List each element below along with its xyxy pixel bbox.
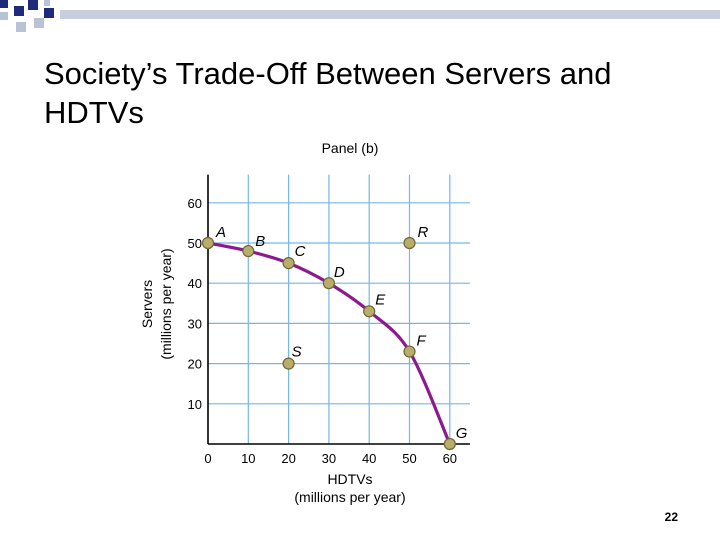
- point-label-g: G: [456, 425, 468, 442]
- grid-layer: [208, 174, 470, 444]
- slide-title: Society’s Trade-Off Between Servers and …: [44, 56, 612, 130]
- x-axis-sublabel: (millions per year): [294, 489, 405, 505]
- point-c: [282, 257, 295, 270]
- decor-square: [28, 0, 38, 10]
- point-f: [403, 345, 416, 358]
- labels-layer: Panel (b)HDTVs(millions per year)Servers…: [139, 140, 468, 505]
- point-label-f: F: [417, 333, 427, 350]
- point-b: [242, 244, 255, 258]
- decor-square: [14, 6, 24, 16]
- point-label-d: D: [334, 264, 345, 281]
- point-label-r: R: [418, 224, 429, 241]
- x-tick-label: 0: [204, 451, 211, 466]
- x-tick-label: 10: [241, 451, 255, 466]
- point-s: [282, 357, 295, 370]
- decor-square: [44, 0, 50, 6]
- x-tick-label: 40: [362, 451, 376, 466]
- decor-square: [44, 8, 54, 18]
- corner-decoration: [0, 0, 720, 32]
- chart-title: Panel (b): [322, 140, 379, 156]
- x-tick-label: 30: [322, 451, 336, 466]
- y-axis-sublabel: (millions per year): [158, 248, 174, 359]
- y-tick-label: 30: [188, 316, 202, 331]
- axes-layer: 0 10 20 30 40 50 60 10 20 30 40 50 60: [188, 174, 470, 466]
- point-a: [201, 236, 215, 250]
- y-tick-label: 50: [188, 236, 202, 251]
- point-d: [322, 277, 335, 290]
- y-tick-label: 20: [188, 357, 202, 372]
- x-tick-label: 20: [281, 451, 295, 466]
- point-e: [363, 305, 376, 318]
- point-label-e: E: [375, 291, 386, 308]
- decor-square: [16, 22, 26, 32]
- decor-bar: [60, 10, 720, 19]
- point-r: [403, 236, 416, 250]
- point-label-b: B: [255, 233, 265, 250]
- x-axis-label: HDTVs: [327, 471, 372, 487]
- decor-square: [34, 18, 44, 28]
- x-tick-label: 60: [443, 451, 457, 466]
- x-tick-label: 50: [402, 451, 416, 466]
- y-tick-label: 40: [188, 276, 202, 291]
- point-label-c: C: [295, 243, 306, 260]
- decor-square: [0, 0, 8, 8]
- page-number: 22: [664, 510, 678, 524]
- decor-square: [0, 12, 8, 20]
- point-label-a: A: [215, 224, 226, 241]
- y-tick-label: 10: [188, 397, 202, 412]
- points-layer: [201, 236, 456, 451]
- point-label-s: S: [292, 344, 302, 361]
- y-tick-label: 60: [188, 196, 202, 211]
- point-g: [443, 437, 456, 451]
- y-axis-label: Servers: [139, 280, 155, 328]
